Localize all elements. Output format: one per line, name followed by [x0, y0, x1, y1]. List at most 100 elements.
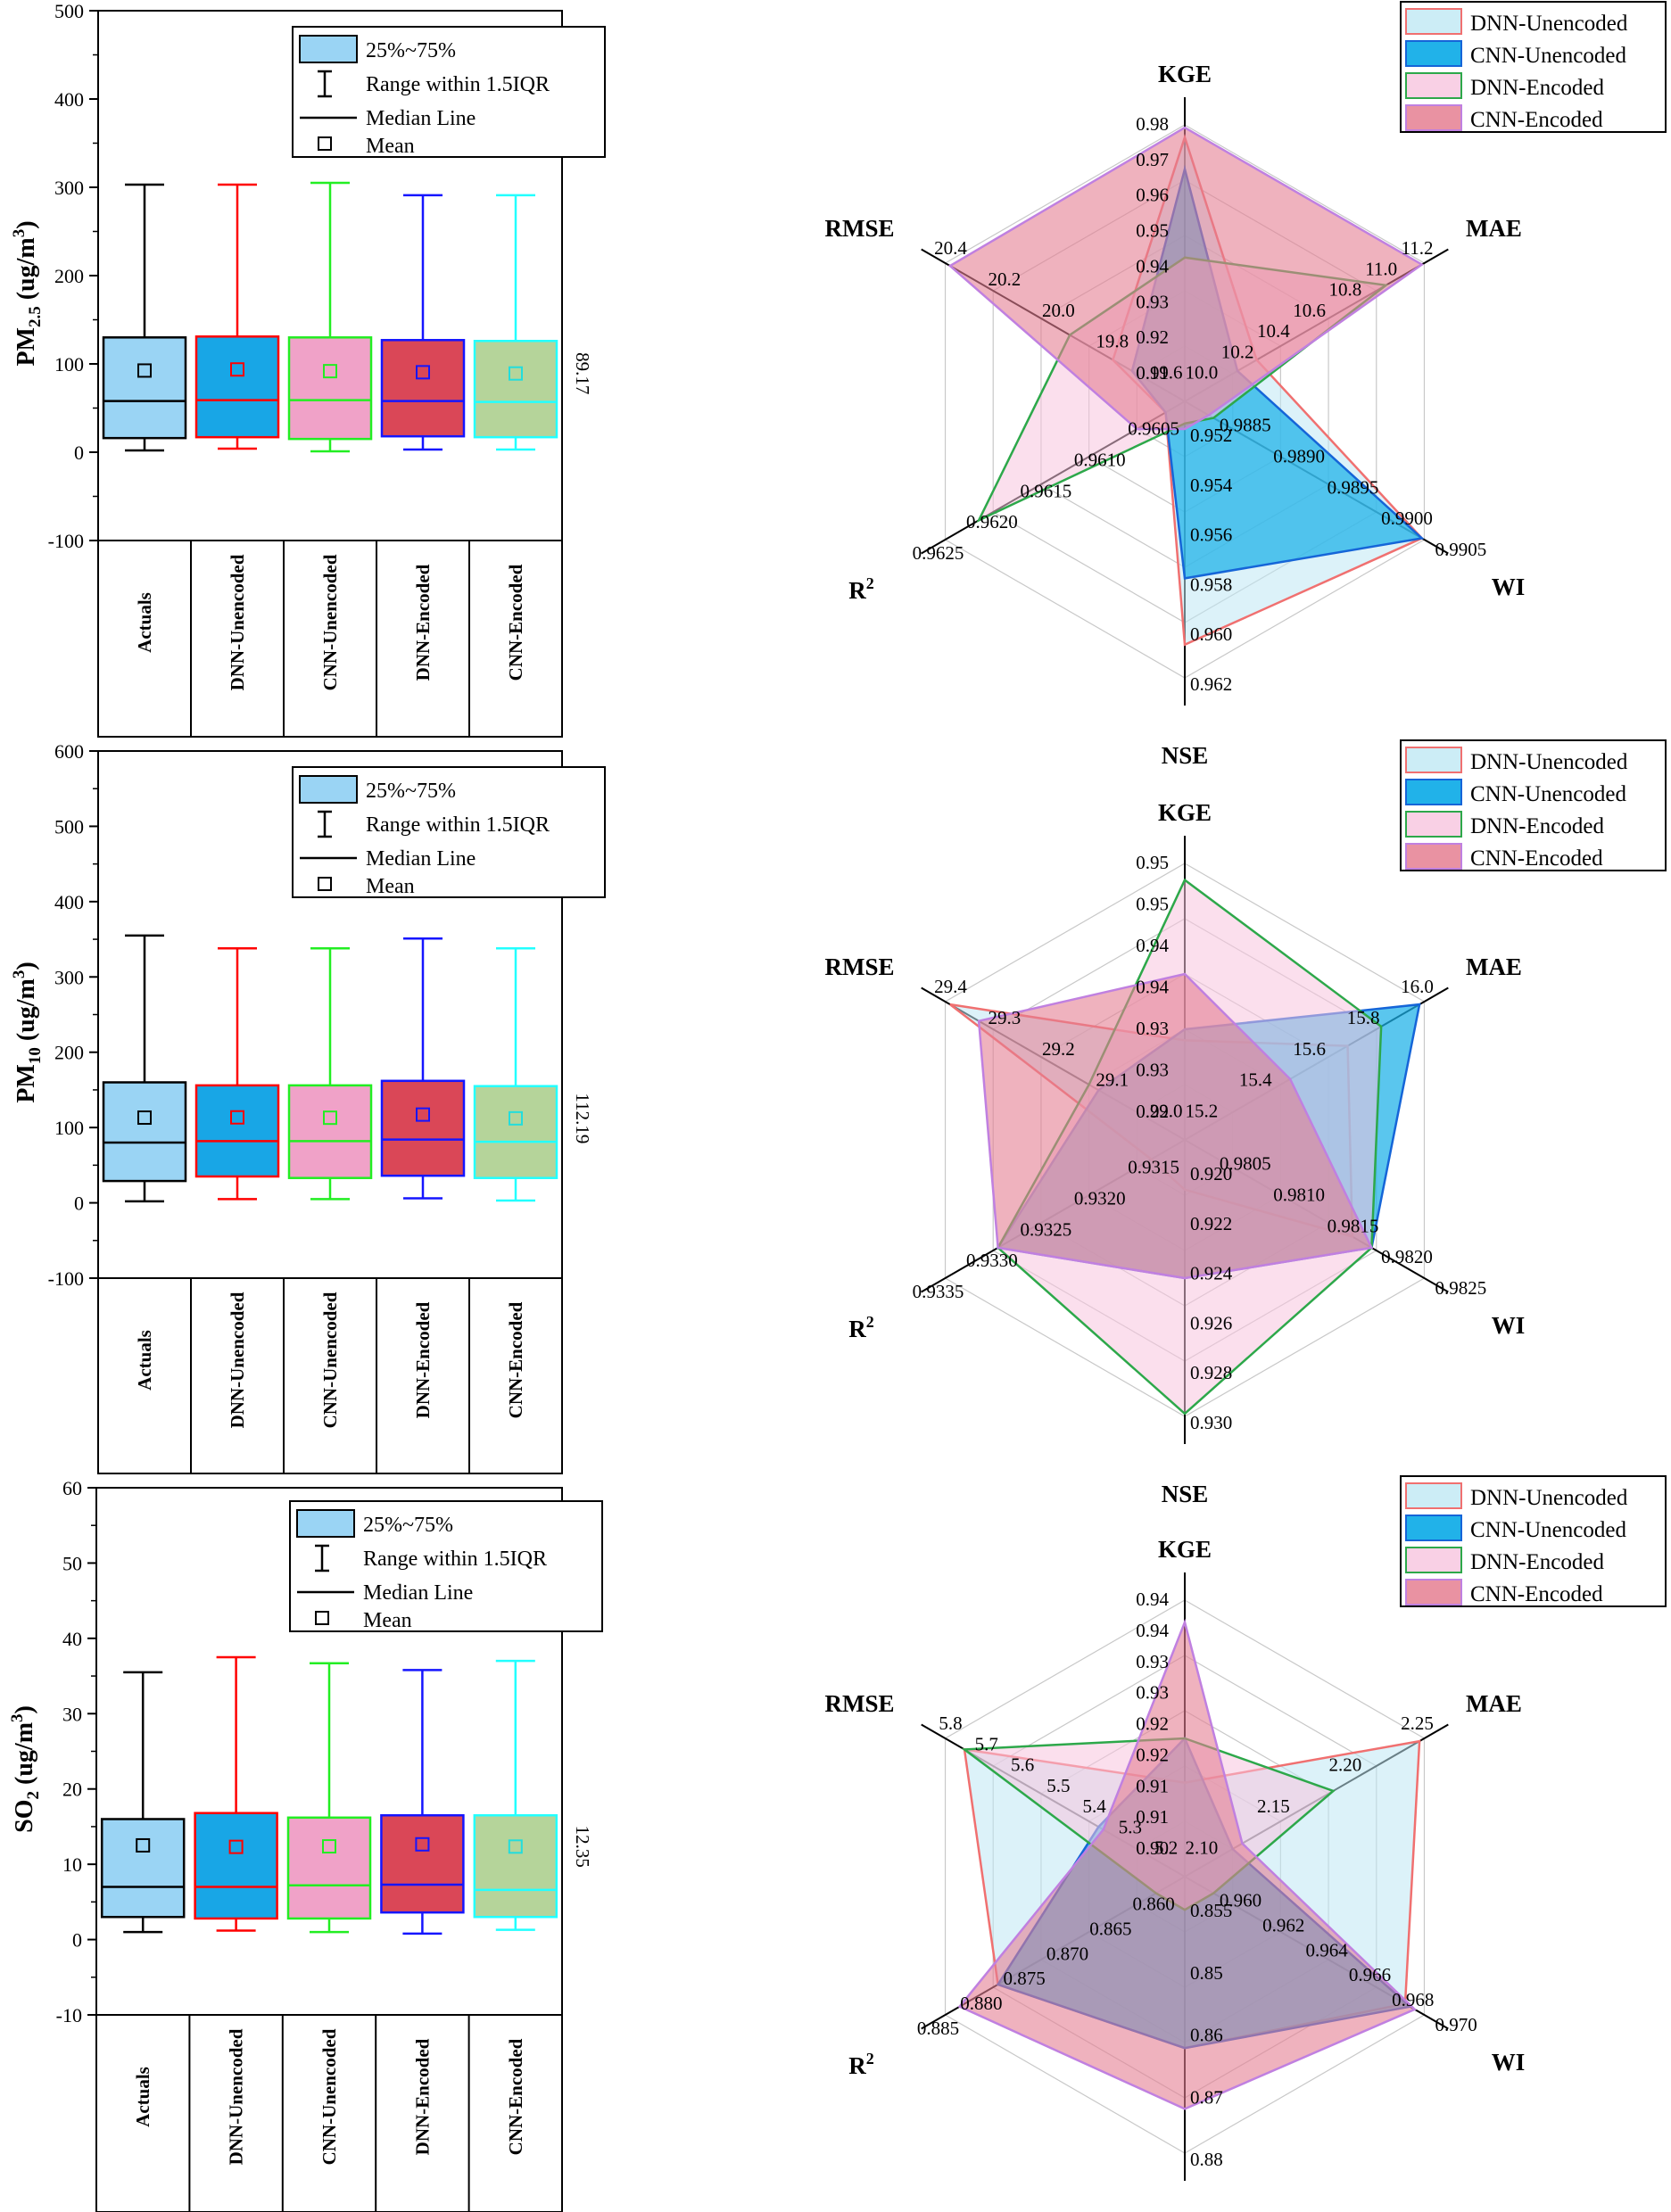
radar-tick-label: 0.966: [1349, 1964, 1391, 1985]
box-iqr: [194, 1084, 280, 1178]
box-iqr: [102, 336, 187, 440]
mean-value-label: 89.17: [572, 352, 593, 394]
legend-label: Range within 1.5IQR: [366, 813, 550, 837]
y-tick-label: 600: [54, 740, 84, 763]
y-tick-label: 500: [54, 0, 84, 22]
mean-marker: [509, 366, 523, 381]
radar-tick-label: 0.9330: [966, 1250, 1018, 1271]
radar-tick-label: 20.4: [934, 237, 967, 259]
radar-tick-label: 0.92: [1136, 1713, 1169, 1735]
radar-tick-label: 0.9890: [1273, 445, 1325, 466]
radar-tick-label: 29.1: [1096, 1069, 1129, 1091]
legend-swatch-mean: [318, 136, 332, 151]
radar-tick-label: 15.6: [1293, 1038, 1326, 1060]
mean-marker: [230, 362, 244, 377]
radar-tick-label: 20.2: [989, 268, 1022, 290]
y-tick-label: 30: [62, 1703, 82, 1725]
legend-label: Mean: [366, 135, 415, 158]
radar-tick-label: 0.885: [917, 2018, 959, 2039]
radar-tick-label: 5.4: [1082, 1795, 1106, 1817]
mean-marker: [137, 1110, 152, 1126]
category-label: Actuals: [134, 1330, 155, 1391]
radar-series-cnn-encoded: [977, 972, 1374, 1280]
y-axis-label: SO2 (ug/m3): [8, 1705, 43, 1833]
radar-legend-label: CNN-Encoded: [1470, 846, 1603, 871]
radar-tick-label: 0.85: [1190, 1962, 1223, 1984]
radar-tick-label: 11.2: [1401, 237, 1433, 259]
radar-tick-label: 0.924: [1190, 1263, 1233, 1284]
radar-tick-label: 15.2: [1185, 1101, 1218, 1122]
y-axis-label: PM2.5 (ug/m3): [10, 220, 45, 366]
radar-tick-label: 0.97: [1136, 149, 1169, 170]
y-tick-label: 10: [62, 1853, 82, 1876]
radar-tick-label: 19.6: [1150, 362, 1183, 384]
radar-axis-label: WI: [1492, 1312, 1526, 1339]
y-axis-label-close: ): [12, 220, 40, 228]
radar-axis-label: RMSE: [825, 1690, 895, 1717]
category-label: CNN-Encoded: [505, 1301, 526, 1418]
radar-tick-label: 0.86: [1190, 2025, 1223, 2046]
radar-axis-label: R2: [848, 1313, 874, 1342]
y-tick-label: 20: [62, 1779, 82, 1801]
y-tick-label: 60: [62, 1477, 82, 1499]
y-axis-label-superscript: 3: [8, 1713, 27, 1722]
radar-tick-label: 0.9820: [1381, 1246, 1433, 1267]
radar-legend-label: CNN-Unencoded: [1470, 782, 1626, 806]
mean-marker: [323, 364, 337, 379]
radar-axis-label: KGE: [1158, 799, 1212, 826]
radar-axis-label-main: R: [848, 1316, 866, 1342]
y-tick-label: 300: [54, 177, 84, 199]
legend-swatch-mean: [315, 1611, 329, 1625]
legend-label: 25%~75%: [366, 39, 456, 62]
radar-tick-label: 29.3: [989, 1007, 1022, 1028]
radar-tick-label: 5.5: [1046, 1775, 1070, 1796]
category-label: CNN-Unencoded: [319, 1292, 341, 1428]
radar-tick-label: 29.4: [934, 976, 967, 997]
radar-tick-label: 10.2: [1221, 341, 1254, 362]
y-tick-label: 0: [74, 442, 84, 464]
radar-tick-label: 0.90: [1136, 1837, 1169, 1859]
box-iqr: [102, 1081, 187, 1183]
radar-tick-label: 19.8: [1096, 331, 1129, 352]
y-axis-label-unit: (ug/m: [12, 237, 40, 306]
y-axis-label-close: ): [12, 962, 40, 970]
y-tick-label: 500: [54, 815, 84, 838]
y-tick-label: 200: [54, 1042, 84, 1064]
radar-axis-label-superscript: 2: [866, 2050, 874, 2068]
radar-tick-label: 0.9335: [913, 1281, 964, 1302]
legend-label: 25%~75%: [366, 780, 456, 803]
radar-tick-label: 0.95: [1136, 852, 1169, 873]
radar-tick-label: 0.9320: [1074, 1187, 1126, 1209]
radar-tick-label: 0.860: [1133, 1894, 1175, 1915]
radar-axis-label: MAE: [1466, 215, 1522, 242]
radar-tick-label: 0.91: [1136, 362, 1169, 384]
radar-axis-label: RMSE: [825, 953, 895, 980]
legend-label: 25%~75%: [363, 1514, 453, 1537]
radar-legend-swatch: [1405, 1515, 1462, 1541]
category-label: CNN-Unencoded: [319, 554, 341, 690]
radar-tick-label: 0.922: [1190, 1213, 1232, 1234]
radar-tick-label: 0.962: [1190, 673, 1232, 695]
y-tick-label: 200: [54, 265, 84, 287]
mean-value-label: 112.19: [572, 1093, 593, 1143]
radar-axis-label: MAE: [1466, 1690, 1522, 1717]
radar-legend-label: CNN-Encoded: [1470, 108, 1603, 132]
radar-tick-label: 0.9825: [1435, 1277, 1486, 1299]
radar-tick-label: 0.9905: [1435, 539, 1486, 560]
radar-tick-label: 5.7: [975, 1733, 998, 1754]
radar-tick-label: 29.0: [1150, 1101, 1183, 1122]
radar-tick-label: 0.91: [1136, 1775, 1169, 1796]
radar-legend-swatch: [1405, 747, 1462, 773]
radar-tick-label: 2.10: [1185, 1837, 1218, 1859]
radar-legend-swatch: [1405, 1579, 1462, 1605]
legend-label: Range within 1.5IQR: [363, 1548, 547, 1571]
radar-tick-label: 0.94: [1136, 1620, 1169, 1641]
radar-tick-label: 0.95: [1136, 220, 1169, 242]
radar-axis-label-superscript: 2: [866, 574, 874, 592]
radar-axis-label: KGE: [1158, 61, 1212, 87]
radar-tick-label: 0.954: [1190, 475, 1233, 496]
radar-tick-label: 0.928: [1190, 1362, 1232, 1383]
